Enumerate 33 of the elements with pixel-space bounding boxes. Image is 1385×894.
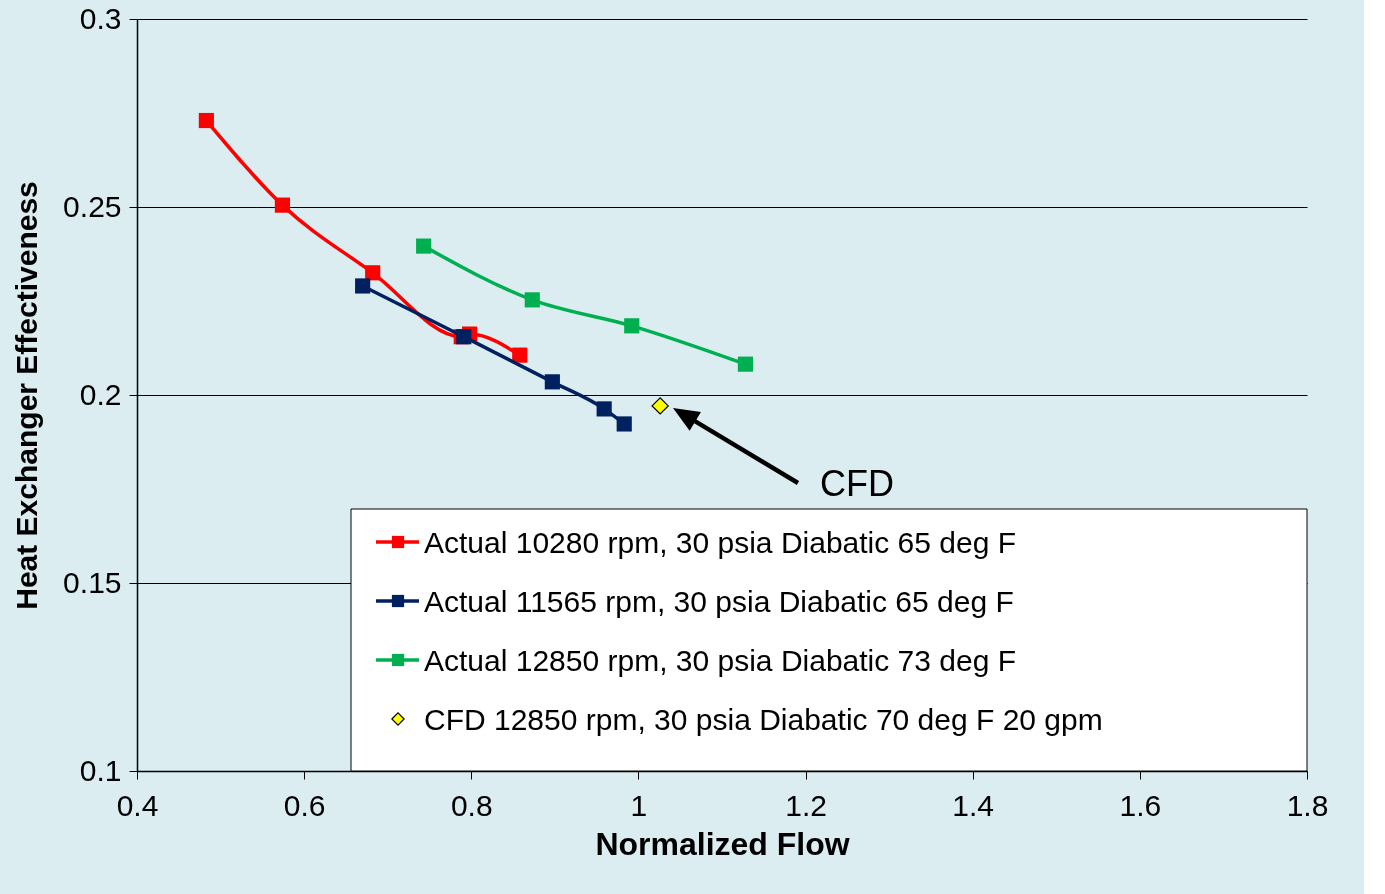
y-tick-label: 0.15: [63, 565, 122, 599]
point: [596, 401, 612, 417]
x-tick-label: 1.2: [785, 788, 827, 822]
y-tick-label: 0.25: [63, 189, 122, 223]
x-axis-title: Normalized Flow: [595, 825, 850, 862]
x-tick-label: 0.4: [116, 788, 159, 822]
y-tick-label: 0.2: [79, 377, 122, 411]
point: [512, 347, 528, 363]
y-axis-title: Heat Exchanger Effectiveness: [10, 181, 44, 610]
point: [355, 278, 371, 294]
x-tick-label: 1.8: [1286, 788, 1329, 822]
point: [737, 356, 753, 372]
point: [624, 318, 640, 334]
point: [416, 238, 432, 254]
x-tick-label: 1.4: [952, 788, 995, 822]
x-tick-label: 1: [630, 788, 648, 822]
point: [365, 265, 381, 281]
x-tick-label: 0.8: [450, 788, 493, 822]
x-tick-label: 1.6: [1119, 788, 1162, 822]
x-tick-label: 0.6: [283, 788, 326, 822]
legend-label: Actual 11565 rpm, 30 psia Diabatic 65 deg F: [424, 585, 1014, 618]
point: [524, 292, 540, 308]
point: [544, 374, 560, 390]
point: [651, 397, 669, 415]
point: [616, 416, 632, 432]
legend-label: Actual 12850 rpm, 30 psia Diabatic 73 deg F: [424, 644, 1017, 677]
y-tick-label: 0.3: [79, 1, 122, 35]
y-tick-label: 0.1: [79, 753, 122, 787]
annotation: CFD: [820, 463, 894, 504]
legend-label: CFD 12850 rpm, 30 psia Diabatic 70 deg F 20 gpm: [424, 703, 1103, 736]
legend-label: Actual 10280 rpm, 30 psia Diabatic 65 deg F: [424, 526, 1017, 559]
point: [198, 112, 214, 129]
point: [274, 197, 290, 213]
